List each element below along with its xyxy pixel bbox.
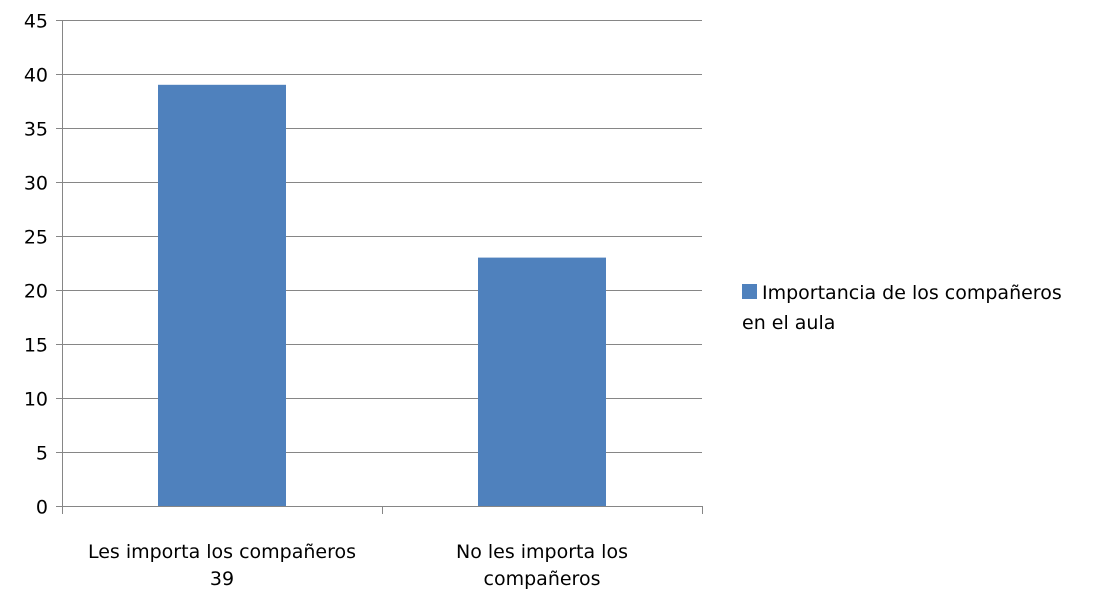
bar [158,84,286,507]
y-tick-label: 10 [24,389,48,411]
y-tick-label: 25 [24,227,48,249]
y-tick-label: 15 [24,335,48,357]
axes [56,20,703,514]
legend-label: en el aula [742,312,835,334]
x-tick-label: compañeros [484,568,601,590]
y-tick-label: 5 [36,443,48,465]
y-tick-label: 35 [24,119,48,141]
legend: Importancia de los compañeros en el aula [742,282,1062,334]
y-tick-labels: 0 5 10 15 20 25 30 35 40 45 [24,11,48,519]
legend-label: Importancia de los compañeros [762,282,1062,304]
bars [158,84,606,507]
legend-swatch [742,284,757,299]
y-tick-label: 40 [24,65,48,87]
x-tick-label: Les importa los compañeros [88,541,356,563]
bar [478,257,606,506]
x-tick-labels: Les importa los compañeros 39 No les impor… [88,541,628,590]
x-tick-label: 39 [210,568,234,590]
x-tick-label: No les importa los [456,541,628,563]
y-tick-label: 45 [24,11,48,33]
y-tick-label: 0 [36,497,48,519]
y-tick-label: 20 [24,281,48,303]
y-tick-label: 30 [24,173,48,195]
